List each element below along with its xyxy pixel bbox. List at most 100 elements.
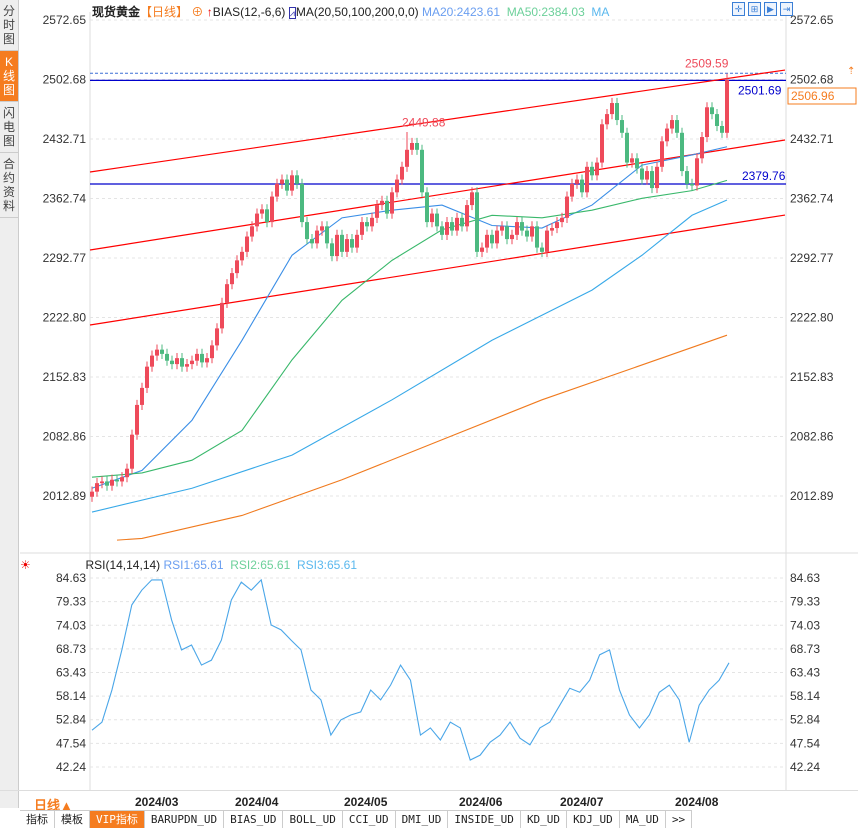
candle: [245, 236, 249, 252]
candle: [445, 222, 449, 235]
sidebar-tab-flash[interactable]: 闪电图: [0, 102, 18, 153]
price-tick-left: 2082.86: [43, 430, 87, 444]
horizontal-line-label: 2501.69: [738, 83, 782, 97]
bias-indicator[interactable]: BIAS(12,-6,6): [212, 5, 286, 19]
indicator-tab[interactable]: 模板: [55, 811, 90, 828]
settings-sun-icon[interactable]: ☀: [20, 558, 31, 572]
candle: [675, 120, 679, 133]
indicator-tab[interactable]: DMI_UD: [395, 811, 449, 828]
candle: [580, 179, 584, 193]
sidebar-tab-contract-info[interactable]: 合约资料: [0, 153, 18, 218]
ma-indicator[interactable]: MA(20,50,100,200,0,0): [295, 5, 419, 19]
candle: [655, 166, 659, 189]
candle: [255, 213, 259, 227]
price-tick-left: 2362.74: [43, 192, 87, 206]
candle: [250, 226, 254, 237]
candle: [440, 226, 444, 235]
candle: [345, 239, 349, 252]
indicator-tab[interactable]: KDJ_UD: [567, 811, 620, 828]
rsi-tick-right: 47.54: [790, 736, 820, 750]
candle: [515, 222, 519, 235]
candle: [525, 230, 529, 237]
indicator-tab[interactable]: CCI_UD: [342, 811, 396, 828]
candle: [130, 434, 134, 469]
indicator-tab[interactable]: INSIDE_UD: [448, 811, 521, 828]
ma20-value: MA20:2423.61: [421, 5, 501, 19]
candle: [160, 349, 164, 354]
candle: [610, 103, 614, 115]
indicator-tab[interactable]: BIAS_UD: [224, 811, 284, 828]
candle: [360, 222, 364, 235]
candle: [140, 387, 144, 405]
date-axis: 日线▲ 2024/03 2024/04 2024/05 2024/06 2024/07 2…: [0, 790, 858, 813]
zoom-in-icon[interactable]: ⊞: [748, 2, 761, 16]
channel-line: [89, 69, 786, 173]
add-icon[interactable]: ⊕: [191, 5, 204, 19]
period-selector[interactable]: 日线▲: [34, 798, 73, 813]
price-tick-right: 2572.65: [790, 13, 834, 27]
candle: [710, 107, 714, 115]
price-tick-right: 2362.74: [790, 192, 834, 206]
candle: [715, 114, 719, 126]
candle: [465, 205, 469, 227]
sidebar-tab-timeshare[interactable]: 分时图: [0, 0, 18, 51]
candle: [175, 358, 179, 365]
candle: [680, 132, 684, 172]
candle: [300, 183, 304, 223]
indicator-tab[interactable]: KD_UD: [520, 811, 568, 828]
candle: [350, 239, 354, 248]
price-tick-right: 2222.80: [790, 311, 834, 325]
candle: [400, 166, 404, 180]
candle: [235, 260, 239, 274]
indicator-tab[interactable]: MA_UD: [619, 811, 666, 828]
rsi-tick-left: 52.84: [56, 713, 86, 727]
indicator-tab[interactable]: BOLL_UD: [283, 811, 343, 828]
indicator-tab[interactable]: 指标: [20, 811, 55, 828]
date-tick: 2024/06: [459, 795, 503, 809]
candle: [385, 200, 389, 214]
step-forward-icon[interactable]: ⇥: [780, 2, 793, 16]
play-icon[interactable]: ▶: [764, 2, 777, 16]
rsi-tick-left: 42.24: [56, 760, 86, 774]
ma-more: MA: [591, 5, 610, 19]
candle: [620, 120, 624, 133]
candle: [665, 128, 669, 142]
candle: [640, 168, 644, 180]
channel-line: [89, 214, 786, 326]
candle: [475, 192, 479, 252]
indicator-tab[interactable]: >>: [665, 811, 693, 828]
candle: [270, 196, 274, 223]
period-label[interactable]: 【日线】: [140, 5, 189, 19]
candle: [125, 468, 129, 478]
candle: [420, 149, 424, 193]
indicator-tab[interactable]: VIP指标: [90, 811, 145, 828]
ma100-line: [91, 199, 728, 513]
candle: [105, 481, 109, 486]
candle: [225, 284, 229, 303]
rsi-tick-right: 68.73: [790, 642, 820, 656]
candle: [690, 183, 694, 186]
candle: [600, 124, 604, 163]
rsi-tick-right: 63.43: [790, 666, 820, 680]
candle: [535, 226, 539, 248]
indicator-tab[interactable]: BARUPDN_UD: [144, 811, 225, 828]
candle: [315, 230, 319, 244]
price-tick-right: 2152.83: [790, 370, 834, 384]
candle: [695, 158, 699, 186]
rsi-label[interactable]: RSI(14,14,14): [85, 558, 161, 572]
rsi3-value: RSI3:65.61: [296, 558, 357, 572]
candle: [635, 158, 639, 169]
candle: [310, 239, 314, 244]
horizontal-line-label: 2379.76: [742, 169, 786, 183]
sidebar-tab-kline[interactable]: K线图: [0, 51, 18, 102]
candle: [685, 171, 689, 184]
candle: [430, 213, 434, 223]
candle: [585, 166, 589, 193]
candle: [330, 243, 334, 257]
candle: [115, 479, 119, 482]
date-tick: 2024/04: [235, 795, 279, 809]
candle: [490, 234, 494, 244]
crosshair-icon[interactable]: ✛: [732, 2, 745, 16]
ma50-line: [91, 179, 728, 478]
